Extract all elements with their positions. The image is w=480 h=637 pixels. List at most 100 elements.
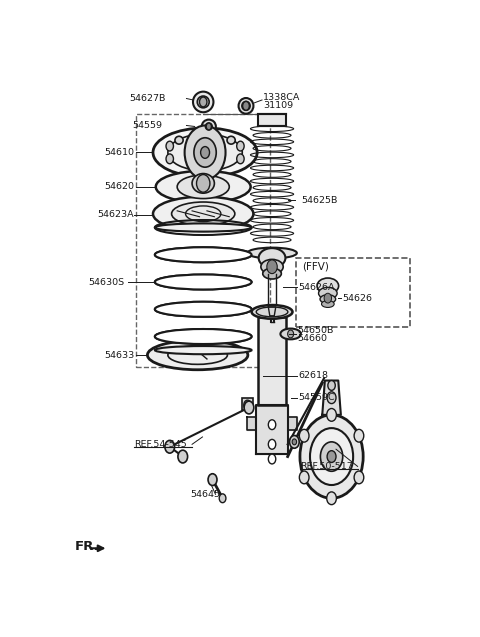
- Ellipse shape: [263, 268, 281, 279]
- Bar: [258, 317, 286, 405]
- Text: 54650B: 54650B: [297, 326, 334, 335]
- Bar: [241, 397, 253, 410]
- Circle shape: [292, 439, 297, 445]
- Circle shape: [244, 401, 254, 414]
- Circle shape: [328, 380, 335, 390]
- Ellipse shape: [192, 173, 215, 193]
- Circle shape: [237, 141, 244, 151]
- FancyBboxPatch shape: [296, 258, 410, 327]
- Text: 54625B: 54625B: [301, 196, 337, 204]
- Circle shape: [327, 451, 336, 462]
- Circle shape: [300, 415, 363, 498]
- Ellipse shape: [320, 295, 336, 304]
- Ellipse shape: [177, 175, 229, 199]
- Circle shape: [219, 494, 226, 503]
- Text: 62618: 62618: [298, 371, 328, 380]
- Text: 54626A: 54626A: [298, 283, 335, 292]
- Text: 54660: 54660: [297, 334, 327, 343]
- Circle shape: [321, 442, 343, 471]
- Ellipse shape: [155, 247, 252, 262]
- Circle shape: [201, 147, 210, 159]
- Ellipse shape: [261, 259, 283, 274]
- Circle shape: [327, 392, 336, 404]
- Text: REF.50-517: REF.50-517: [300, 462, 353, 471]
- Text: 54645: 54645: [190, 490, 220, 499]
- Text: 54620: 54620: [105, 182, 134, 191]
- Text: REF.54-545: REF.54-545: [134, 440, 187, 449]
- Ellipse shape: [247, 248, 297, 259]
- Polygon shape: [256, 405, 288, 454]
- Circle shape: [268, 420, 276, 429]
- Ellipse shape: [147, 340, 248, 369]
- Ellipse shape: [280, 329, 301, 340]
- Bar: [258, 114, 286, 127]
- Ellipse shape: [205, 123, 212, 130]
- Circle shape: [268, 454, 276, 464]
- Ellipse shape: [227, 136, 235, 144]
- Circle shape: [200, 97, 207, 107]
- Circle shape: [196, 175, 210, 192]
- Text: (FFV): (FFV): [302, 261, 329, 271]
- Circle shape: [185, 125, 226, 180]
- Circle shape: [166, 154, 173, 164]
- Circle shape: [208, 474, 217, 485]
- Circle shape: [165, 440, 175, 453]
- Polygon shape: [288, 417, 297, 429]
- Text: 54633: 54633: [105, 350, 135, 359]
- Circle shape: [324, 293, 332, 303]
- Ellipse shape: [197, 96, 209, 108]
- Circle shape: [327, 408, 336, 421]
- Circle shape: [289, 436, 299, 448]
- Circle shape: [206, 123, 211, 130]
- Circle shape: [243, 101, 249, 110]
- Ellipse shape: [319, 287, 337, 299]
- Text: 54626: 54626: [342, 294, 372, 303]
- Ellipse shape: [239, 98, 253, 114]
- Text: 1338CA: 1338CA: [263, 92, 300, 101]
- Text: FR.: FR.: [75, 540, 100, 553]
- Text: 54610: 54610: [105, 148, 134, 157]
- Circle shape: [244, 400, 251, 410]
- Text: 54623A: 54623A: [97, 210, 134, 219]
- Text: 54630S: 54630S: [88, 278, 124, 287]
- Polygon shape: [247, 417, 256, 429]
- Text: 54627B: 54627B: [129, 94, 165, 103]
- Ellipse shape: [202, 120, 216, 133]
- Ellipse shape: [193, 92, 214, 112]
- Ellipse shape: [156, 171, 251, 203]
- Ellipse shape: [242, 101, 250, 110]
- Circle shape: [300, 429, 309, 442]
- Ellipse shape: [252, 305, 292, 318]
- Ellipse shape: [322, 301, 334, 308]
- Ellipse shape: [155, 275, 252, 289]
- Circle shape: [327, 492, 336, 505]
- Text: 54559: 54559: [132, 121, 163, 130]
- Bar: [136, 114, 270, 367]
- Text: 54559C: 54559C: [298, 393, 335, 402]
- Ellipse shape: [259, 248, 286, 268]
- Circle shape: [288, 330, 294, 338]
- Circle shape: [300, 471, 309, 483]
- Ellipse shape: [155, 346, 252, 354]
- Circle shape: [178, 450, 188, 463]
- Circle shape: [268, 440, 276, 449]
- Polygon shape: [268, 307, 276, 316]
- Ellipse shape: [317, 278, 338, 294]
- Circle shape: [166, 141, 173, 151]
- Ellipse shape: [155, 224, 252, 232]
- Ellipse shape: [175, 136, 183, 144]
- Circle shape: [237, 154, 244, 164]
- Polygon shape: [322, 380, 341, 415]
- Text: 31109: 31109: [263, 101, 293, 110]
- Ellipse shape: [168, 134, 242, 171]
- Circle shape: [354, 471, 364, 483]
- Ellipse shape: [155, 329, 252, 344]
- Ellipse shape: [153, 128, 257, 177]
- Circle shape: [310, 428, 353, 485]
- Ellipse shape: [155, 302, 252, 317]
- Ellipse shape: [153, 197, 253, 231]
- Circle shape: [267, 260, 277, 274]
- Circle shape: [354, 429, 364, 442]
- Ellipse shape: [172, 202, 235, 225]
- Circle shape: [194, 138, 216, 167]
